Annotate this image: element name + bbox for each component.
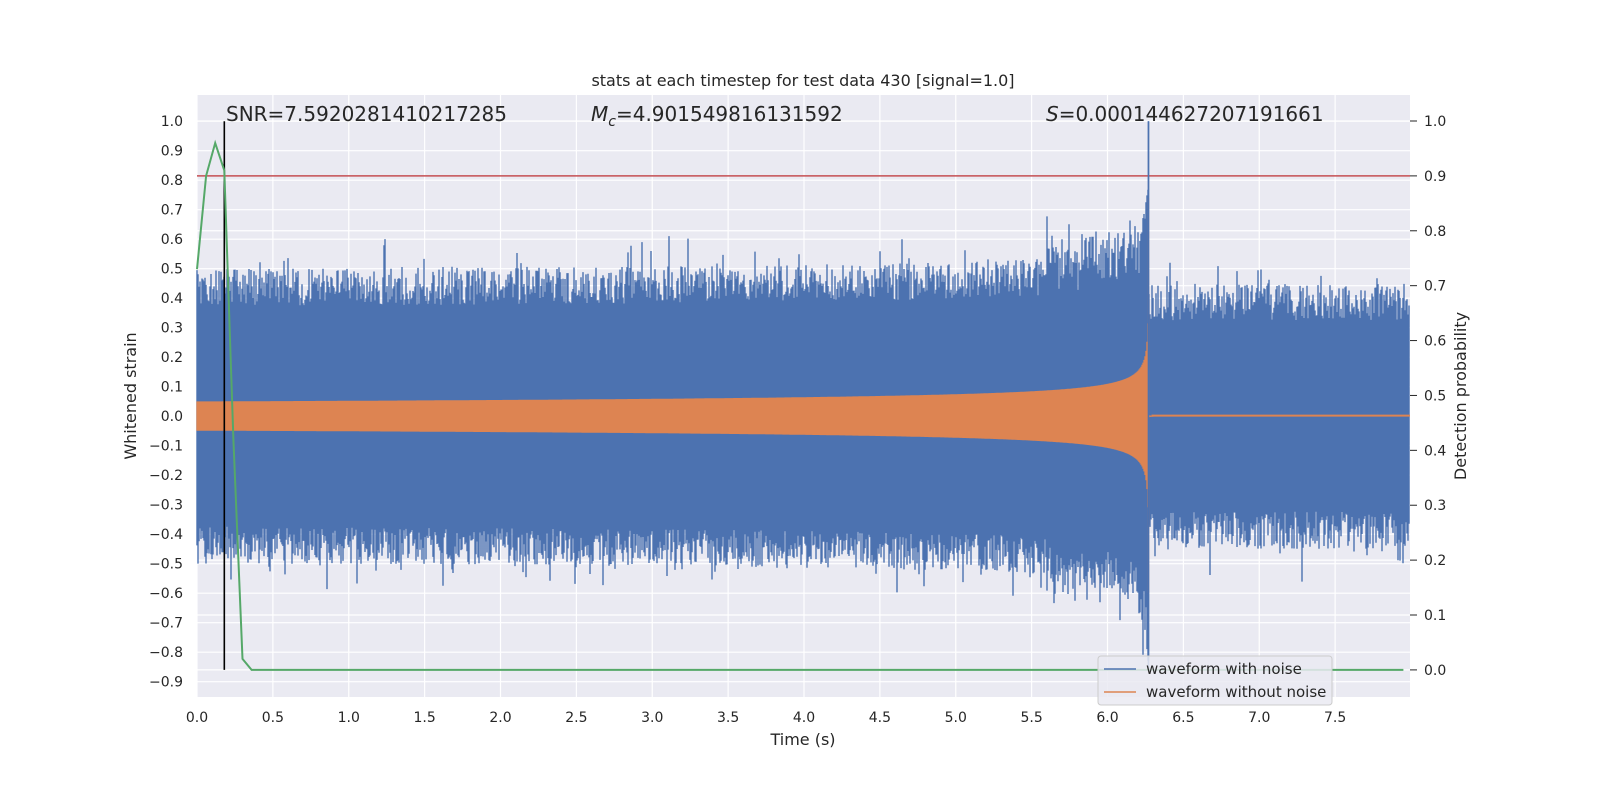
x-tick-label: 4.5: [869, 710, 891, 726]
y-left-tick-label: 1.0: [161, 114, 183, 130]
y-left-tick-label: −0.1: [149, 439, 183, 455]
y-left-tick-label: −0.8: [149, 645, 183, 661]
y-left-tick-label: 0.2: [161, 350, 183, 366]
x-tick-label: 1.5: [413, 710, 435, 726]
y-left-tick-label: −0.3: [149, 498, 183, 514]
x-tick-label: 0.5: [262, 710, 284, 726]
x-tick-label: 2.0: [489, 710, 511, 726]
legend-label-clean: waveform without noise: [1146, 683, 1326, 701]
y-left-tick-label: 0.8: [161, 173, 183, 189]
y-right-tick-label: 0.7: [1424, 279, 1446, 295]
y-left-tick-label: 0.7: [161, 203, 183, 219]
y-left-tick-label: −0.9: [149, 675, 183, 691]
detection-probability-line: [196, 139, 1404, 671]
y-left-tick-label: −0.2: [149, 468, 183, 484]
s-value: =0.000144627207191661: [1059, 102, 1324, 126]
x-tick-label: 7.0: [1248, 710, 1270, 726]
y-left-tick-label: 0.6: [161, 232, 183, 248]
snr-annotation: SNR=7.5920281410217285: [226, 102, 507, 126]
chirp-mass-subscript: c: [608, 114, 616, 130]
y-left-tick-label: −0.4: [149, 527, 183, 543]
y-left-tick-label: 0.5: [161, 262, 183, 278]
chirp-mass-symbol: M: [591, 102, 608, 126]
y-left-tick-label: 0.9: [161, 144, 183, 160]
y-axis-label-left: Whitened strain: [121, 332, 140, 459]
x-tick-label: 7.5: [1324, 710, 1346, 726]
legend-box: [1097, 655, 1333, 706]
chirp-mass-value: =4.901549816131592: [616, 102, 843, 126]
x-tick-label: 5.5: [1020, 710, 1042, 726]
x-tick-label: 5.0: [945, 710, 967, 726]
x-tick-label: 4.0: [793, 710, 815, 726]
y-left-tick-label: −0.5: [149, 557, 183, 573]
y-right-tick-label: 0.0: [1424, 663, 1446, 679]
tick-layer: 0.0 0.5 1.0 1.5 2.0 2.5 3.0 3.5 4.0 4.5 5.0 5.5 6.0 6…: [149, 114, 1446, 726]
clean-waveform-line: [196, 197, 1161, 594]
y-right-tick-label: 0.6: [1424, 334, 1446, 350]
y-right-tick-label: 0.8: [1424, 224, 1446, 240]
x-tick-label: 6.5: [1172, 710, 1194, 726]
x-tick-label: 6.0: [1096, 710, 1118, 726]
chirp-mass-annotation: Mc=4.901549816131592: [591, 102, 843, 130]
y-right-tick-label: 0.9: [1424, 169, 1446, 185]
y-left-tick-label: 0.4: [161, 291, 183, 307]
x-tick-label: 2.5: [565, 710, 587, 726]
x-tick-label: 3.5: [717, 710, 739, 726]
y-left-tick-label: −0.6: [149, 586, 183, 602]
x-tick-label: 0.0: [186, 710, 208, 726]
y-axis-label-right: Detection probability: [1451, 312, 1470, 480]
y-left-tick-label: 0.0: [161, 409, 183, 425]
s-symbol: S: [1046, 102, 1059, 126]
y-right-tick-label: 1.0: [1424, 114, 1446, 130]
y-right-tick-label: 0.2: [1424, 553, 1446, 569]
series-layer: [196, 121, 1410, 662]
overlay-layer: [196, 121, 1410, 671]
x-tick-label: 3.0: [641, 710, 663, 726]
y-right-tick-label: 0.1: [1424, 608, 1446, 624]
y-left-tick-label: −0.7: [149, 616, 183, 632]
y-left-tick-label: 0.3: [161, 321, 183, 337]
y-right-tick-label: 0.3: [1424, 498, 1446, 514]
x-tick-label: 1.0: [338, 710, 360, 726]
legend: waveform with noise waveform without noi…: [1097, 655, 1333, 706]
s-annotation: S=0.000144627207191661: [1046, 102, 1324, 126]
chart-title: stats at each timestep for test data 430…: [591, 71, 1014, 90]
y-right-tick-label: 0.5: [1424, 388, 1446, 404]
x-axis-label: Time (s): [769, 730, 835, 749]
y-right-tick-label: 0.4: [1424, 443, 1446, 459]
legend-label-noise: waveform with noise: [1146, 660, 1302, 678]
y-left-tick-label: 0.1: [161, 380, 183, 396]
